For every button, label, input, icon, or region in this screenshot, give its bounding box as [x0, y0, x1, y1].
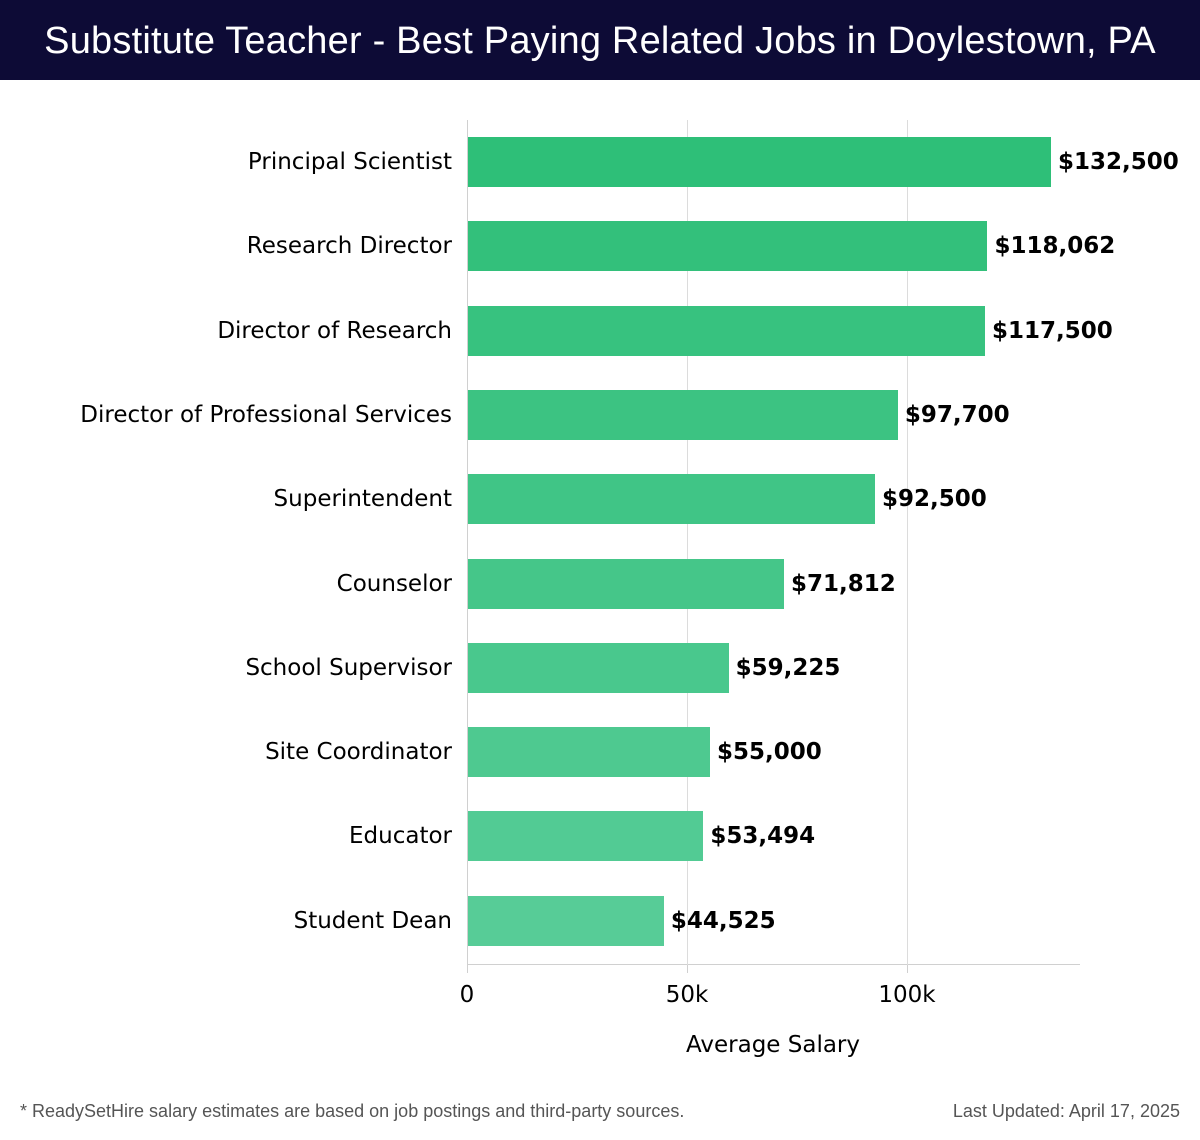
- y-axis-line: [467, 120, 468, 965]
- x-tick-label: 100k: [878, 982, 936, 1008]
- category-label: Research Director: [246, 233, 452, 260]
- x-tick: [687, 965, 688, 973]
- bar-value-label: $92,500: [882, 486, 987, 513]
- bar-value-label: $97,700: [904, 401, 1010, 428]
- bar: [468, 895, 664, 946]
- bar: [468, 558, 784, 609]
- last-updated: Last Updated: April 17, 2025: [952, 1101, 1180, 1121]
- bar-value-label: $53,494: [710, 823, 816, 850]
- bar-value-label: $59,225: [735, 654, 841, 681]
- bar: [468, 221, 988, 272]
- bar: [468, 305, 985, 356]
- category-label: Site Coordinator: [265, 739, 452, 766]
- x-tick-label: 0: [459, 982, 475, 1008]
- category-label: Counselor: [336, 570, 452, 597]
- bar-value-label: $71,812: [790, 570, 896, 597]
- bar-value-label: $55,000: [717, 739, 822, 766]
- plot-area: $132,500 $118,062 $117,500 $97,700 $92,500 $7…: [467, 120, 1179, 973]
- gridline: [907, 120, 908, 965]
- bar: [468, 642, 729, 693]
- bar-value-label: $118,062: [994, 233, 1116, 260]
- bar: [468, 474, 875, 525]
- bar: [468, 811, 704, 862]
- x-tick-label: 50k: [665, 982, 709, 1008]
- chart-title: Substitute Teacher - Best Paying Related…: [44, 20, 1156, 62]
- x-axis-label: Average Salary: [685, 1032, 861, 1058]
- bar-value-label: $117,500: [992, 317, 1113, 344]
- category-label: School Supervisor: [245, 654, 452, 681]
- x-tick: [467, 965, 468, 973]
- header-banner: Substitute Teacher - Best Paying Related…: [0, 0, 1200, 80]
- bar-value-label: $44,525: [670, 907, 776, 934]
- bar: [468, 389, 898, 440]
- bar: [468, 727, 710, 778]
- bar-value-label: $132,500: [1058, 149, 1179, 175]
- bar: [468, 137, 1051, 187]
- category-label: Educator: [349, 823, 452, 850]
- gridline: [687, 120, 688, 965]
- x-axis-line: [467, 964, 1080, 965]
- footnote: * ReadySetHire salary estimates are base…: [20, 1101, 685, 1121]
- category-label: Student Dean: [293, 907, 452, 934]
- category-label: Principal Scientist: [247, 149, 452, 175]
- category-label: Superintendent: [273, 486, 452, 513]
- category-label: Director of Research: [217, 317, 452, 344]
- category-label: Director of Professional Services: [80, 401, 452, 428]
- x-tick: [907, 965, 908, 973]
